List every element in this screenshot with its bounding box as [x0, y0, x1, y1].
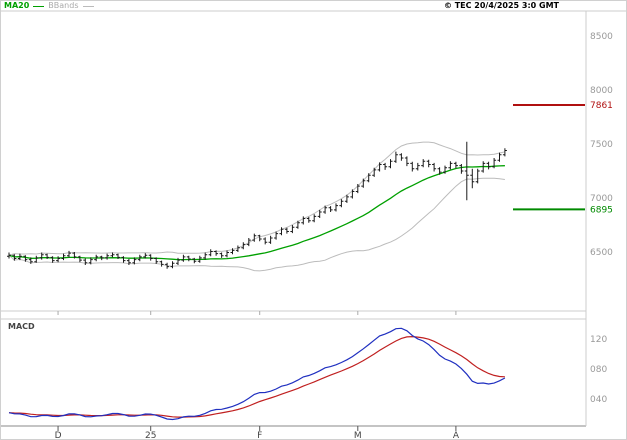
macd-panel-label: MACD [8, 322, 35, 331]
ma20-legend-label: MA20 [4, 1, 30, 10]
time-axis-label: D [55, 431, 62, 440]
bbands-legend-swatch [82, 5, 94, 7]
time-axis-label: M [354, 431, 362, 440]
bollinger-lower-band [8, 177, 505, 272]
macd-axis-label: 040 [590, 395, 607, 405]
time-axis-label: A [453, 431, 460, 440]
macd-signal-line [8, 335, 505, 418]
price-axis-label: 7000 [590, 194, 613, 204]
level-label-6895: 6895 [590, 205, 613, 215]
bbands-legend-label: BBands [48, 1, 79, 10]
bollinger-upper-band [8, 141, 505, 256]
macd-line [8, 327, 506, 421]
ma20-legend-swatch [33, 5, 45, 7]
level-label-7861: 7861 [590, 101, 613, 111]
macd-axis-label: 120 [590, 335, 607, 345]
price-axis-label: 7500 [590, 140, 613, 150]
price-axis-label: 8000 [590, 86, 613, 96]
price-axis-label: 8500 [590, 32, 613, 42]
time-axis-label: 25 [145, 431, 156, 440]
macd-axis-label: 080 [590, 365, 607, 375]
ohlc-bars [7, 141, 507, 269]
copyright-text: © TEC 20/4/2025 3:0 GMT [443, 1, 559, 10]
legend: MA20 BBands [4, 1, 94, 11]
ma20-line [8, 165, 505, 261]
time-axis-label: F [257, 431, 262, 440]
price-axis-label: 6500 [590, 248, 613, 258]
